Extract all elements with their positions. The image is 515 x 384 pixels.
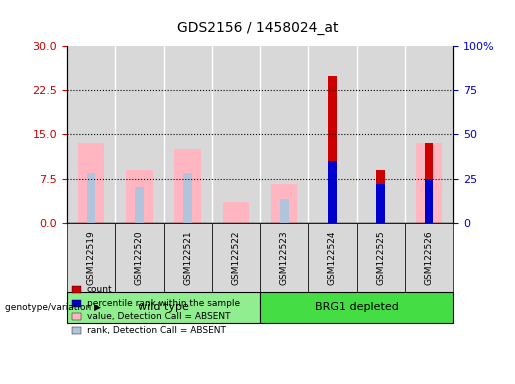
Bar	[78, 143, 105, 223]
Bar	[260, 46, 308, 223]
Bar	[183, 173, 192, 223]
Text: GSM122521: GSM122521	[183, 230, 192, 285]
Text: GSM122524: GSM122524	[328, 230, 337, 285]
Bar	[425, 179, 434, 223]
Bar	[308, 46, 356, 223]
Text: BRG1 depleted: BRG1 depleted	[315, 302, 399, 312]
Bar	[405, 46, 453, 223]
Bar	[376, 170, 385, 223]
Bar	[280, 199, 288, 223]
Bar	[425, 143, 434, 223]
Bar	[328, 161, 337, 223]
Bar	[212, 46, 260, 223]
Text: GSM122523: GSM122523	[280, 230, 289, 285]
Bar	[175, 149, 201, 223]
Text: GSM122522: GSM122522	[231, 230, 241, 285]
Bar	[376, 184, 385, 223]
Bar	[126, 170, 152, 223]
Text: GSM122520: GSM122520	[135, 230, 144, 285]
Text: count: count	[87, 285, 112, 295]
Text: GSM122526: GSM122526	[424, 230, 434, 285]
Text: rank, Detection Call = ABSENT: rank, Detection Call = ABSENT	[87, 326, 226, 335]
Bar	[356, 46, 405, 223]
Text: wild type: wild type	[138, 302, 189, 312]
Bar	[67, 46, 115, 223]
Bar	[115, 46, 163, 223]
Bar	[87, 173, 95, 223]
Bar	[163, 46, 212, 223]
Bar	[135, 187, 144, 223]
Bar	[222, 202, 249, 223]
Text: genotype/variation ▶: genotype/variation ▶	[5, 303, 101, 312]
Text: value, Detection Call = ABSENT: value, Detection Call = ABSENT	[87, 312, 230, 321]
Bar	[328, 76, 337, 223]
Text: GDS2156 / 1458024_at: GDS2156 / 1458024_at	[177, 21, 338, 35]
Text: GSM122525: GSM122525	[376, 230, 385, 285]
Bar	[416, 143, 442, 223]
Text: percentile rank within the sample: percentile rank within the sample	[87, 299, 239, 308]
Bar	[271, 184, 298, 223]
Text: GSM122519: GSM122519	[87, 230, 96, 285]
